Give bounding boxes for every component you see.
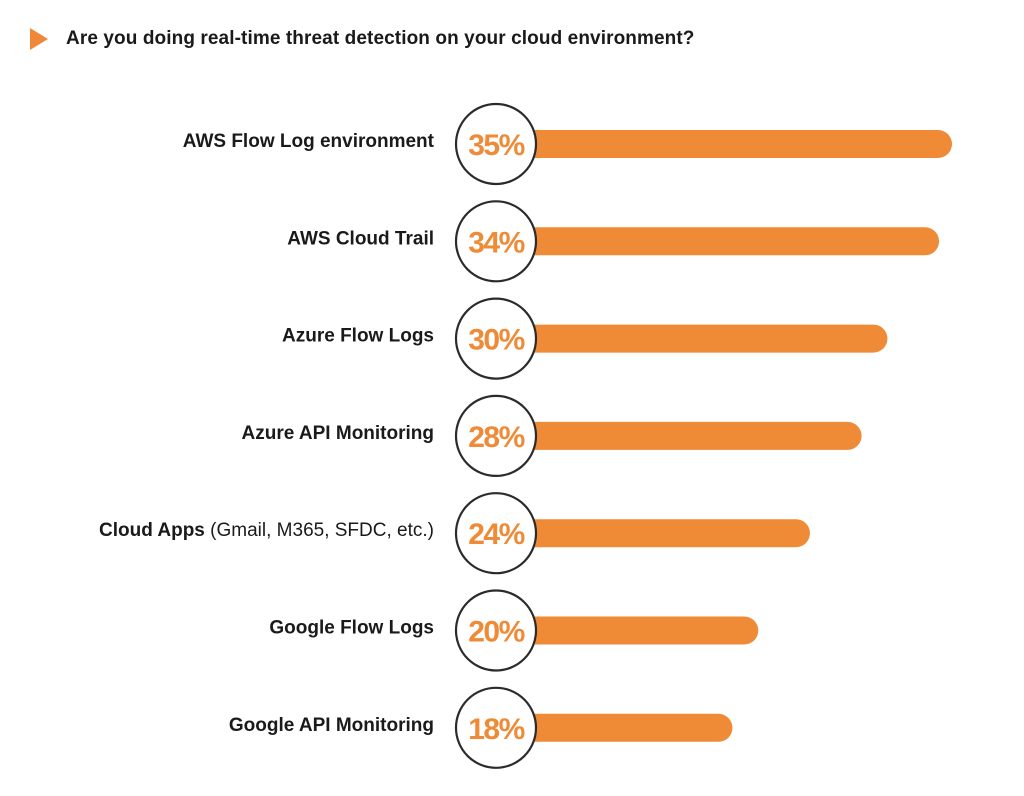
- category-label: Azure Flow Logs: [282, 326, 434, 347]
- play-triangle-icon: [30, 28, 48, 50]
- data-label: 35%: [468, 129, 524, 162]
- value-badge-circle: [454, 200, 538, 283]
- category-label: Azure API Monitoring: [242, 423, 434, 444]
- category-label: Google Flow Logs: [269, 618, 434, 639]
- category-label-main: Azure Flow Logs: [282, 326, 434, 347]
- bar: [500, 227, 940, 256]
- category-label: Cloud Apps (Gmail, M365, SFDC, etc.): [99, 520, 434, 541]
- category-label: Google API Monitoring: [229, 715, 434, 736]
- value-badge-circle: [454, 686, 538, 769]
- bar-row: 35% AWS Flow Log environment: [183, 102, 952, 186]
- category-label-detail: (Gmail, M365, SFDC, etc.): [205, 520, 434, 541]
- value-badge-circle: [454, 589, 538, 672]
- data-label: 34%: [468, 226, 524, 259]
- category-label-main: Google API Monitoring: [229, 715, 434, 736]
- bar: [500, 421, 862, 450]
- category-label-main: AWS Flow Log environment: [183, 131, 435, 152]
- category-label-main: Cloud Apps: [99, 520, 205, 541]
- bar: [500, 519, 810, 548]
- data-label: 18%: [468, 713, 524, 746]
- chart-header: Are you doing real-time threat detection…: [30, 28, 695, 50]
- bar-row: 28% Azure API Monitoring: [242, 394, 862, 477]
- value-badge-circle: [454, 492, 538, 575]
- data-label: 30%: [468, 324, 524, 357]
- bar-row: 34% AWS Cloud Trail: [287, 200, 940, 283]
- bar: [500, 713, 733, 742]
- value-badge-circle: [454, 297, 538, 380]
- data-label: 24%: [468, 518, 524, 551]
- value-badge-circle: [454, 102, 538, 186]
- category-label: AWS Flow Log environment: [183, 131, 435, 152]
- category-label-main: Azure API Monitoring: [242, 423, 434, 444]
- category-label-main: Google Flow Logs: [269, 618, 434, 639]
- category-label-main: AWS Cloud Trail: [287, 228, 434, 249]
- bar: [500, 616, 759, 645]
- category-label: AWS Cloud Trail: [287, 228, 434, 249]
- value-badge-circle: [454, 394, 538, 477]
- chart-title: Are you doing real-time threat detection…: [66, 28, 695, 49]
- data-label: 28%: [468, 421, 524, 454]
- bar-row: 20% Google Flow Logs: [269, 589, 759, 672]
- bar-row: 30% Azure Flow Logs: [282, 297, 888, 380]
- bar: [500, 324, 888, 353]
- bar: [500, 130, 952, 158]
- bar-row: 24% Cloud Apps (Gmail, M365, SFDC, etc.): [99, 492, 810, 575]
- bar-row: 18% Google API Monitoring: [229, 686, 733, 769]
- data-label: 20%: [468, 616, 524, 649]
